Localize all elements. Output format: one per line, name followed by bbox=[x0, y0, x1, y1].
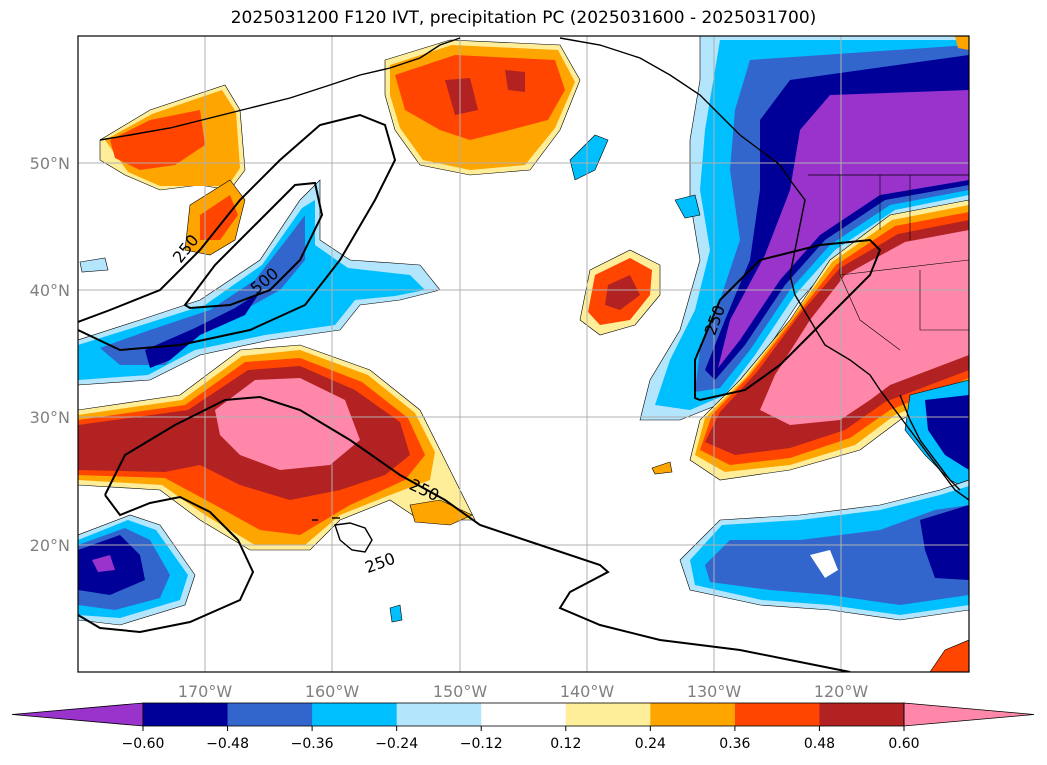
colorbar-segment bbox=[143, 703, 229, 726]
lat-label: 30°N bbox=[30, 408, 70, 427]
precip-anomaly-fields bbox=[78, 36, 969, 672]
colorbar-extend-low bbox=[11, 702, 144, 727]
colorbar-tick-label: −0.24 bbox=[375, 736, 418, 752]
negative-small-2 bbox=[674, 194, 701, 219]
alaska-coast bbox=[99, 37, 461, 141]
graticule bbox=[78, 36, 969, 672]
map-frame bbox=[77, 35, 970, 673]
positive-aleutian-lower-red bbox=[200, 195, 238, 240]
hawaii-big bbox=[334, 522, 373, 553]
negative-small-1 bbox=[569, 134, 609, 181]
negative-west-navy bbox=[145, 292, 260, 368]
colorbar-extend-high bbox=[903, 702, 1035, 727]
colorbar-tick-label: 0.24 bbox=[635, 736, 666, 752]
negative-baja-navy bbox=[925, 395, 969, 470]
lat-label: 40°N bbox=[30, 281, 70, 300]
ivt-contour-southwest bbox=[78, 494, 255, 634]
lon-label: 150°W bbox=[433, 682, 488, 701]
colorbar-tick-label: −0.60 bbox=[122, 736, 165, 752]
colorbar-tick-label: 0.60 bbox=[888, 736, 919, 752]
positive-goa-dark2 bbox=[505, 70, 525, 92]
colorbar-segment bbox=[734, 703, 820, 726]
colorbar-tick-label: −0.48 bbox=[206, 736, 249, 752]
positive-corner bbox=[929, 639, 969, 672]
positive-small-2 bbox=[651, 461, 673, 475]
negative-small-4 bbox=[389, 604, 403, 623]
colorbar-tick-label: −0.12 bbox=[460, 736, 503, 752]
us-west-coast bbox=[789, 179, 969, 501]
colorbar-segment bbox=[396, 703, 482, 726]
lon-label: 130°W bbox=[687, 682, 742, 701]
colorbar-tick-label: 0.36 bbox=[719, 736, 750, 752]
lat-label: 20°N bbox=[30, 536, 70, 555]
positive-small-1 bbox=[409, 499, 473, 526]
negative-band-purple bbox=[718, 90, 969, 368]
ivt-contour-south bbox=[104, 395, 851, 672]
positive-subtropical-pink bbox=[215, 378, 360, 470]
ivt-contours bbox=[78, 113, 882, 672]
lon-label: 120°W bbox=[814, 682, 869, 701]
colorbar-segment bbox=[481, 703, 567, 726]
positive-topright bbox=[955, 36, 969, 50]
colorbar-outline bbox=[142, 702, 905, 727]
colorbar-segment bbox=[312, 703, 398, 726]
negative-southwest-purple bbox=[92, 555, 115, 572]
colorbar-tick-label: −0.36 bbox=[291, 736, 334, 752]
colorbar-tick-label: 0.12 bbox=[550, 736, 581, 752]
alaska-coast-2 bbox=[559, 37, 791, 181]
colorbar-segment bbox=[565, 703, 651, 726]
baja-coast bbox=[899, 394, 961, 491]
positive-midpacific-dark bbox=[605, 275, 640, 310]
coastlines bbox=[99, 37, 969, 553]
lon-label: 170°W bbox=[178, 682, 233, 701]
colorbar-segment bbox=[650, 703, 736, 726]
colorbar-tick-label: 0.48 bbox=[804, 736, 835, 752]
lat-label: 50°N bbox=[30, 154, 70, 173]
colorbar-segment bbox=[819, 703, 905, 726]
ivt-contour-north bbox=[78, 113, 397, 352]
longitude-labels: 170°W 160°W 150°W 140°W 130°W 120°W bbox=[178, 682, 869, 701]
lon-label: 160°W bbox=[305, 682, 360, 701]
ivt-contour-inner bbox=[183, 181, 324, 310]
positive-goa-dark bbox=[445, 78, 478, 115]
positive-california-pink bbox=[760, 230, 969, 425]
colorbar: −0.60 −0.48 −0.36 −0.24 −0.12 0.12 0.24 0.36 0.4… bbox=[11, 702, 1035, 752]
state-borders bbox=[839, 175, 969, 351]
negative-small-3 bbox=[79, 257, 109, 273]
latitude-labels: 50°N 40°N 30°N 20°N bbox=[30, 154, 70, 555]
negative-southeast-mid bbox=[705, 505, 969, 605]
lon-label: 140°W bbox=[560, 682, 615, 701]
negative-southeast-hole bbox=[810, 550, 838, 578]
negative-southeast-navy bbox=[920, 505, 969, 580]
map-title: 2025031200 F120 IVT, precipitation PC (2… bbox=[230, 8, 817, 28]
ivt-contour-label: 250 bbox=[363, 549, 398, 577]
colorbar-segment bbox=[227, 703, 313, 726]
ivt-contour-east bbox=[694, 238, 882, 402]
